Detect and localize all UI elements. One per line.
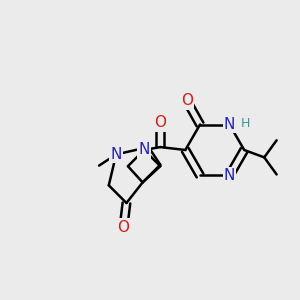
Text: N: N	[224, 168, 235, 183]
Text: N: N	[138, 142, 150, 158]
Text: O: O	[154, 116, 166, 130]
Text: H: H	[241, 117, 250, 130]
Text: O: O	[181, 93, 193, 108]
Text: N: N	[110, 147, 122, 162]
Text: N: N	[224, 117, 235, 132]
Text: O: O	[118, 220, 130, 235]
